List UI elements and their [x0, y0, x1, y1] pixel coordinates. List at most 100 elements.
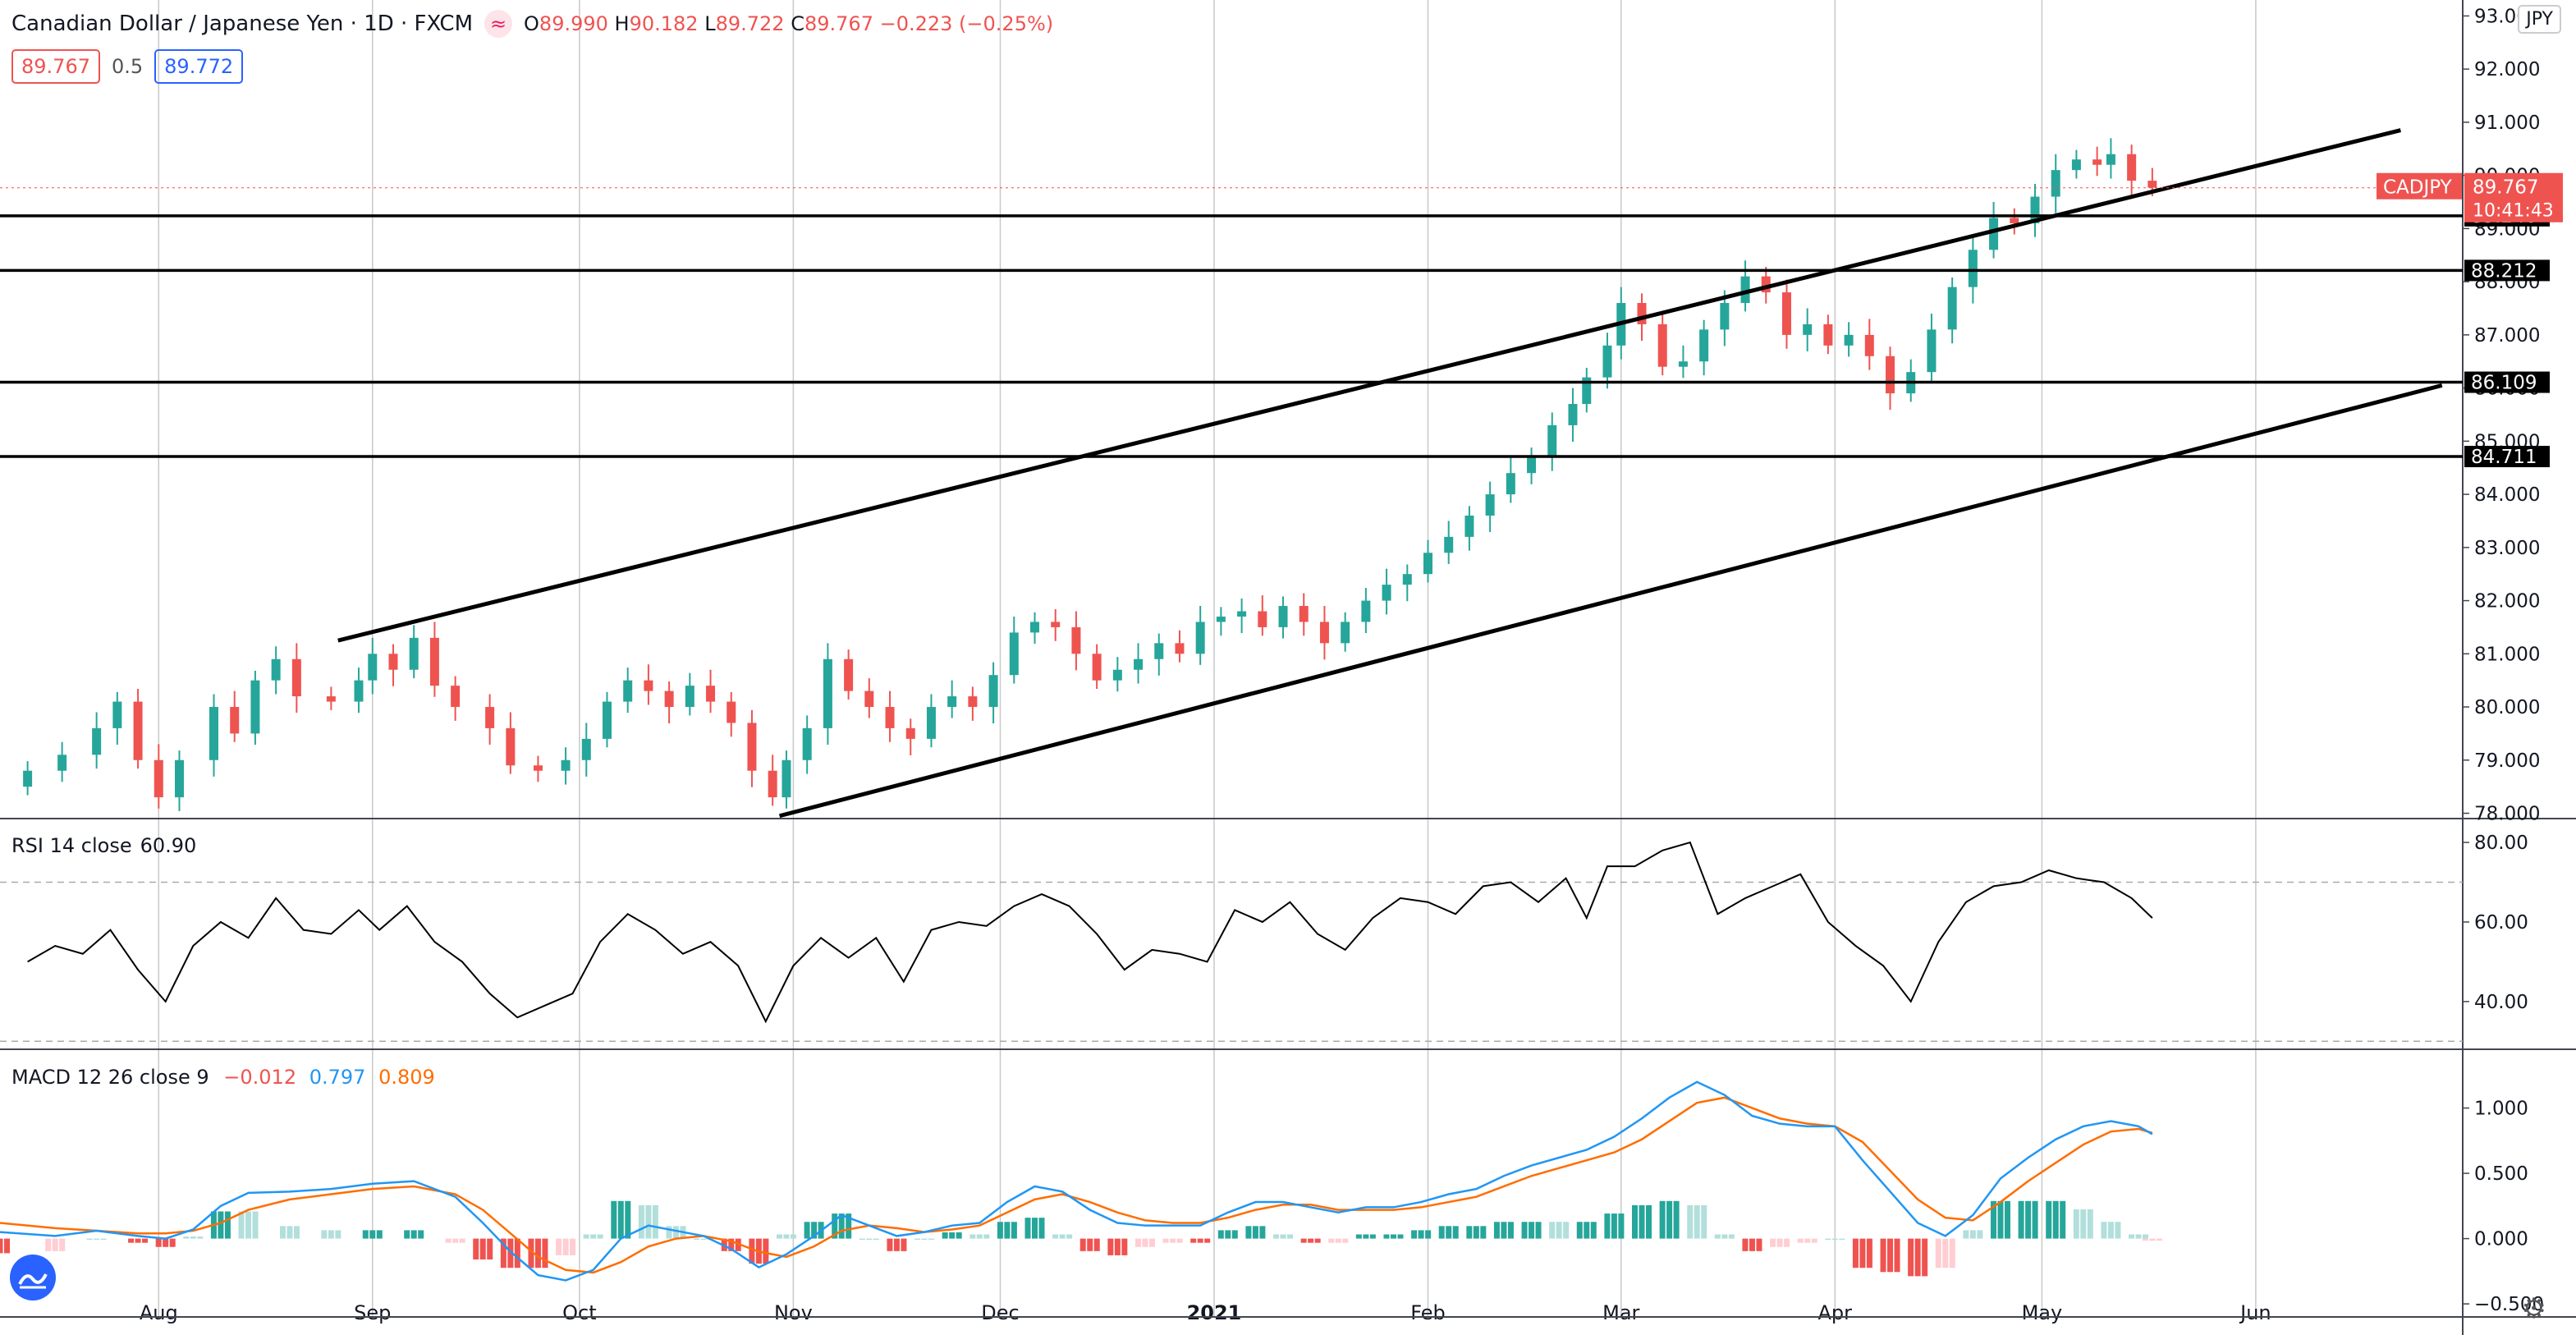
macd-histogram-bar [949, 1232, 956, 1239]
candle-body [1423, 553, 1432, 575]
y-tick-label: 80.000 [2474, 697, 2540, 718]
candle-body [326, 696, 336, 702]
candle-body [388, 654, 398, 670]
y-tick-label: 78.000 [2474, 804, 2540, 825]
macd-histogram-bar [507, 1238, 514, 1268]
candle-body [905, 727, 915, 739]
buy-button[interactable]: 89.772 [154, 49, 244, 84]
candle-body [782, 759, 791, 798]
candle-body [1382, 585, 1391, 601]
macd-histogram-bar [811, 1222, 818, 1239]
macd-histogram-bar [1728, 1234, 1735, 1239]
macd-histogram-bar [1632, 1204, 1638, 1239]
macd-histogram-bar [135, 1238, 141, 1243]
macd-histogram-bar [445, 1238, 451, 1243]
macd-histogram-bar [534, 1238, 541, 1268]
currency-badge[interactable]: JPY [2518, 5, 2561, 34]
candle-body [1568, 404, 1578, 425]
y-tick-label: 81.000 [2474, 644, 2540, 665]
candle-body [1864, 334, 1874, 356]
macd-histogram-bar [1176, 1238, 1183, 1243]
macd-histogram-bar [1411, 1230, 1418, 1239]
macd-histogram-bar [1300, 1238, 1307, 1243]
ohlc-values: O89.990 H90.182 L89.722 C89.767 −0.223 (… [524, 12, 1054, 35]
candle-body [230, 707, 240, 734]
x-tick-label: 2021 [1187, 1301, 1242, 1324]
macd-histogram-bar [362, 1230, 369, 1239]
candle-body [1361, 600, 1371, 622]
x-tick-label: May [2022, 1301, 2063, 1324]
macd-histogram-bar [245, 1211, 252, 1239]
macd-histogram-bar [1721, 1234, 1728, 1239]
logo-icon[interactable] [10, 1255, 56, 1301]
macd-histogram-bar [1280, 1234, 1286, 1239]
macd-histogram-bar [52, 1238, 58, 1251]
macd-histogram-bar [928, 1238, 935, 1241]
y-tick-label: 91.000 [2474, 112, 2540, 134]
macd-histogram-bar [0, 1238, 3, 1254]
macd-histogram-bar [1894, 1238, 1900, 1273]
macd-histogram-bar [1446, 1226, 1452, 1239]
macd-histogram-bar [1355, 1234, 1362, 1239]
macd-histogram-bar [197, 1236, 204, 1239]
macd-histogram-bar [1052, 1234, 1059, 1239]
x-tick-label: Jun [2239, 1301, 2271, 1324]
gear-icon[interactable]: ⚙ [2521, 1292, 2546, 1325]
y-tick-label: 79.000 [2474, 750, 2540, 772]
macd-histogram-bar [142, 1238, 149, 1243]
macd-histogram-bar [459, 1238, 465, 1243]
macd-histogram-bar [942, 1232, 948, 1239]
candle-body [1464, 515, 1474, 537]
candle-body [2092, 159, 2102, 165]
macd-histogram-bar [1259, 1226, 1266, 1239]
macd-tick-label: −0.500 [2474, 1294, 2544, 1315]
macd-histogram-bar [252, 1211, 259, 1239]
candle-body [602, 701, 612, 739]
candle-body [1175, 643, 1185, 654]
candle-body [1823, 323, 1833, 346]
macd-histogram-bar [873, 1238, 879, 1241]
candle-body [623, 680, 633, 702]
macd-histogram-bar [783, 1234, 790, 1239]
symbol-title[interactable]: Canadian Dollar / Japanese Yen · 1D · FX… [11, 11, 474, 36]
candle-body [1699, 329, 1709, 362]
macd-histogram-bar [1556, 1222, 1562, 1239]
candle-body [1195, 622, 1205, 654]
macd-histogram-bar [846, 1213, 852, 1239]
macd-histogram-bar [1521, 1222, 1528, 1239]
macd-histogram-bar [1342, 1238, 1349, 1243]
macd-histogram-bar [1418, 1230, 1424, 1239]
macd-histogram-bar [2115, 1222, 2121, 1239]
candle-body [250, 680, 260, 734]
wave-icon[interactable]: ≈ [484, 10, 513, 38]
candle-body [1657, 323, 1667, 367]
macd-histogram-bar [997, 1222, 1003, 1239]
macd-histogram-bar [2073, 1209, 2079, 1239]
macd-histogram-bar [1363, 1234, 1369, 1239]
macd-histogram-bar [224, 1211, 231, 1239]
candle-body [291, 658, 301, 697]
macd-histogram-bar [1714, 1234, 1721, 1239]
macd-histogram-bar [218, 1211, 224, 1239]
sell-button[interactable]: 89.767 [11, 49, 100, 84]
macd-tick-label: 0.000 [2474, 1229, 2528, 1250]
candle-body [1030, 622, 1040, 633]
macd-histogram-bar [1287, 1234, 1294, 1239]
macd-histogram-bar [100, 1238, 107, 1241]
macd-histogram-bar [1079, 1238, 1086, 1251]
y-tick-label: 87.000 [2474, 325, 2540, 346]
x-tick-label: Dec [981, 1301, 1019, 1324]
macd-histogram-bar [404, 1230, 410, 1239]
candle-body [664, 690, 674, 708]
candle-body [1637, 303, 1647, 324]
candle-body [2127, 154, 2137, 181]
macd-histogram-bar [1501, 1222, 1507, 1239]
candle-body [1112, 669, 1122, 681]
level-label-bg [2464, 259, 2550, 282]
candle-body [1134, 658, 1144, 670]
candle-body [926, 707, 936, 739]
macd-histogram-bar [1032, 1218, 1038, 1239]
candle-body [1527, 456, 1537, 474]
